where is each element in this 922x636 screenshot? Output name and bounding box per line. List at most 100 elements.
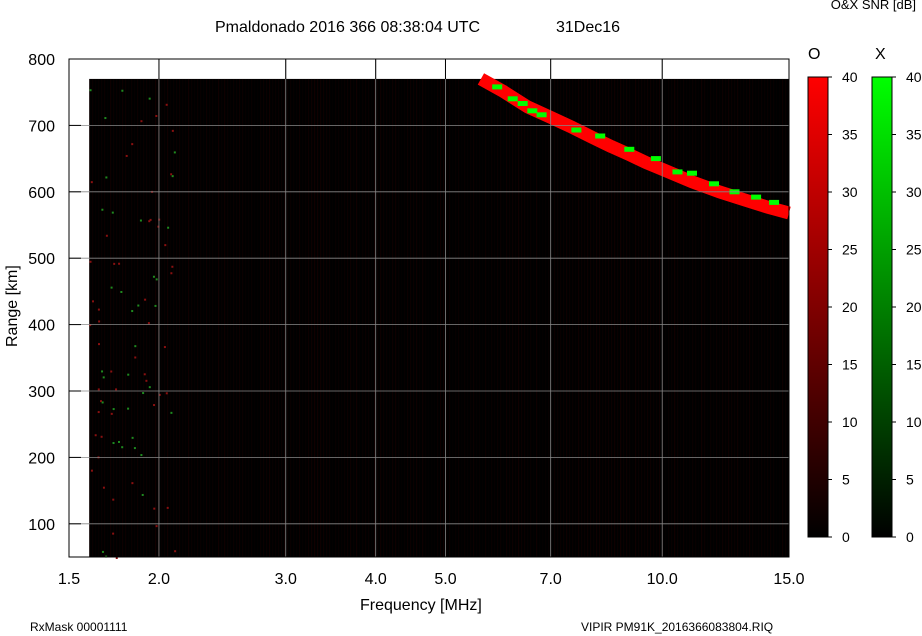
- noise-speck: [113, 262, 116, 265]
- noise-streak: [419, 78, 421, 558]
- noise-streak: [389, 78, 391, 558]
- noise-streak: [104, 78, 106, 558]
- x-mode-echo-point: [527, 108, 538, 114]
- noise-streak: [689, 78, 691, 558]
- noise-streak: [575, 78, 577, 558]
- noise-speck: [141, 493, 144, 496]
- noise-streak: [371, 78, 373, 558]
- noise-streak: [176, 78, 178, 558]
- noise-streak: [101, 78, 103, 558]
- noise-streak: [257, 78, 259, 558]
- noise-streak: [713, 78, 715, 558]
- noise-streak: [752, 78, 754, 558]
- noise-streak: [482, 78, 484, 558]
- noise-streak: [116, 78, 118, 558]
- noise-streak: [554, 78, 556, 558]
- noise-streak: [647, 78, 649, 558]
- noise-streak: [674, 78, 676, 558]
- noise-speck: [112, 498, 115, 501]
- noise-speck: [115, 388, 118, 391]
- noise-streak: [461, 78, 463, 558]
- noise-speck: [144, 298, 147, 301]
- colorbar-tick-label: 40: [906, 69, 922, 85]
- x-mode-colorbar-label: X: [875, 46, 886, 63]
- noise-speck: [90, 469, 93, 472]
- noise-streak: [740, 78, 742, 558]
- noise-streak: [581, 78, 583, 558]
- noise-streak: [749, 78, 751, 558]
- x-axis-label: Frequency [MHz]: [360, 597, 482, 614]
- noise-streak: [626, 78, 628, 558]
- noise-speck: [155, 114, 158, 117]
- noise-streak: [458, 78, 460, 558]
- noise-streak: [236, 78, 238, 558]
- colorbar-tick-label: 0: [906, 529, 914, 545]
- x-mode-echo-point: [650, 156, 661, 162]
- noise-streak: [644, 78, 646, 558]
- noise-streak: [560, 78, 562, 558]
- y-tick-label: 300: [28, 384, 55, 401]
- noise-speck: [125, 154, 128, 157]
- noise-streak: [767, 78, 769, 558]
- noise-speck: [148, 220, 151, 223]
- noise-streak: [386, 78, 388, 558]
- noise-streak: [251, 78, 253, 558]
- noise-streak: [254, 78, 256, 558]
- noise-speck: [148, 97, 151, 100]
- noise-streak: [326, 78, 328, 558]
- noise-speck: [94, 434, 97, 437]
- noise-streak: [662, 78, 664, 558]
- noise-streak: [365, 78, 367, 558]
- noise-streak: [239, 78, 241, 558]
- noise-streak: [422, 78, 424, 558]
- noise-streak: [344, 78, 346, 558]
- noise-speck: [164, 244, 167, 247]
- noise-streak: [317, 78, 319, 558]
- noise-streak: [584, 78, 586, 558]
- noise-streak: [290, 78, 292, 558]
- noise-streak: [161, 78, 163, 558]
- noise-streak: [464, 78, 466, 558]
- noise-streak: [305, 78, 307, 558]
- noise-streak: [737, 78, 739, 558]
- noise-speck: [102, 486, 105, 489]
- noise-speck: [105, 176, 108, 179]
- noise-streak: [323, 78, 325, 558]
- noise-streak: [680, 78, 682, 558]
- x-mode-echo-point: [672, 169, 683, 175]
- noise-streak: [512, 78, 514, 558]
- colorbar-tick-label: 15: [842, 357, 858, 373]
- noise-streak: [203, 78, 205, 558]
- noise-streak: [329, 78, 331, 558]
- noise-streak: [140, 78, 142, 558]
- noise-speck: [143, 373, 146, 376]
- noise-streak: [632, 78, 634, 558]
- noise-streak: [179, 78, 181, 558]
- noise-streak: [473, 78, 475, 558]
- noise-streak: [635, 78, 637, 558]
- chart-title: Pmaldonado 2016 366 08:38:04 UTC: [215, 19, 481, 36]
- noise-speck: [134, 356, 137, 359]
- noise-streak: [566, 78, 568, 558]
- noise-streak: [245, 78, 247, 558]
- noise-streak: [350, 78, 352, 558]
- noise-streak: [404, 78, 406, 558]
- colorbar-tick-label: 25: [842, 242, 858, 258]
- colorbar-tick-label: 40: [842, 69, 858, 85]
- noise-speck: [118, 262, 121, 265]
- noise-speck: [133, 447, 136, 450]
- noise-streak: [302, 78, 304, 558]
- noise-streak: [215, 78, 217, 558]
- noise-streak: [296, 78, 298, 558]
- noise-streak: [452, 78, 454, 558]
- colorbar-tick-label: 30: [842, 184, 858, 200]
- noise-streak: [155, 78, 157, 558]
- colorbar-tick-label: 35: [842, 127, 858, 143]
- noise-streak: [503, 78, 505, 558]
- noise-streak: [659, 78, 661, 558]
- noise-speck: [111, 211, 114, 214]
- noise-streak: [125, 78, 127, 558]
- x-tick-label: 1.5: [58, 571, 80, 588]
- noise-streak: [614, 78, 616, 558]
- noise-speck: [139, 219, 142, 222]
